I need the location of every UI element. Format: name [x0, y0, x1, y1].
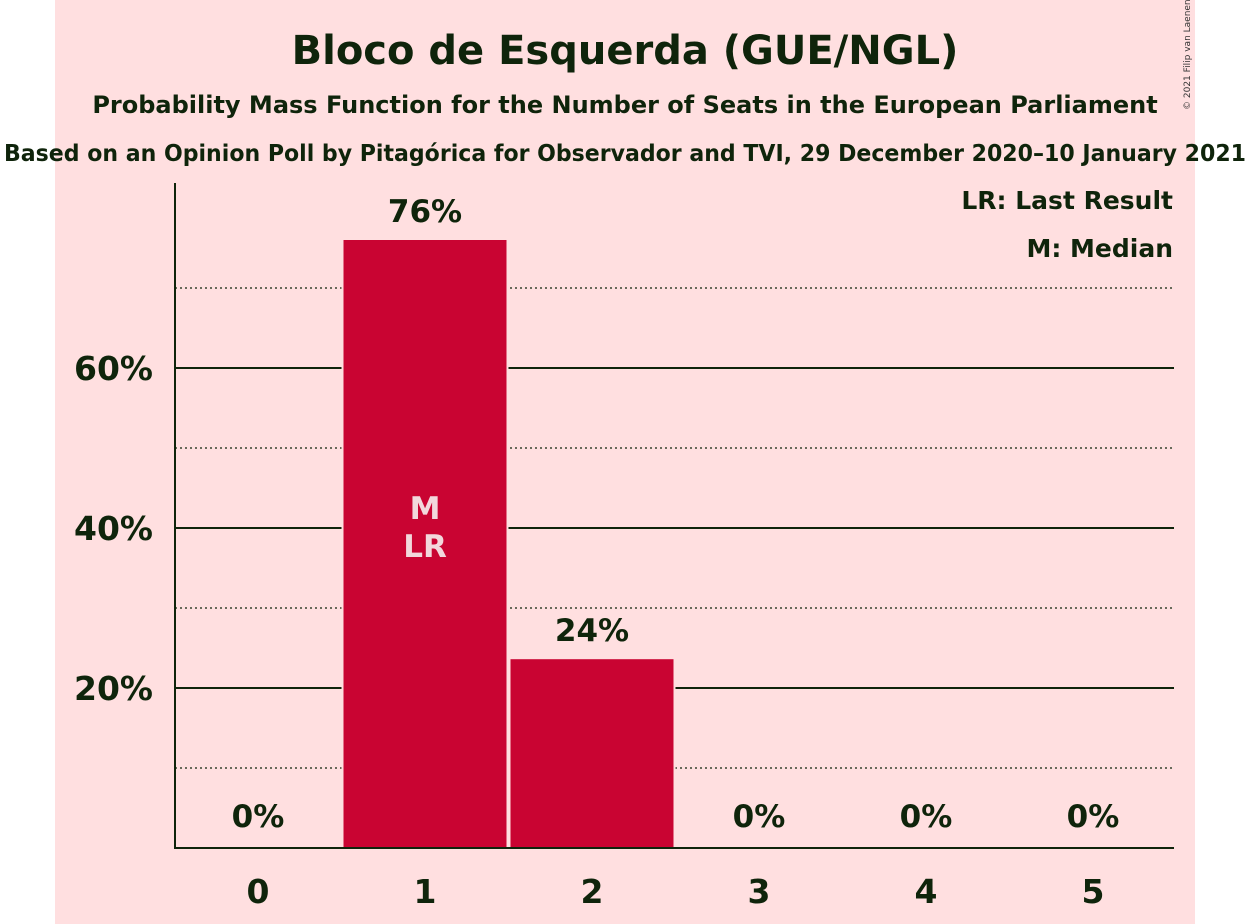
bar-seats-1: [343, 240, 507, 848]
y-tick-label: 60%: [74, 349, 153, 388]
bar-value-label: 76%: [388, 194, 462, 230]
x-tick-label: 4: [915, 872, 938, 911]
bar-layer: [341, 238, 676, 848]
label-layer: 0% 0 76% 1 24% 2 0% 3 0% 4 0% 5 MLR: [232, 194, 1120, 911]
x-tick-label: 2: [581, 872, 604, 911]
x-tick-label: 5: [1082, 872, 1105, 911]
x-tick-label: 3: [748, 872, 771, 911]
bar-value-label: 0%: [232, 799, 285, 835]
bar-value-label: 0%: [900, 799, 953, 835]
x-tick-label: 0: [247, 872, 270, 911]
chart-source: Based on an Opinion Poll by Pitagórica f…: [4, 141, 1246, 167]
bar-value-label: 0%: [1067, 799, 1120, 835]
y-tick-label: 20%: [74, 669, 153, 708]
chart-subtitle: Probability Mass Function for the Number…: [92, 91, 1157, 119]
copyright-text: © 2021 Filip van Laenen: [1183, 0, 1193, 110]
legend-median: M: Median: [1026, 234, 1173, 263]
bar-annotation: LR: [403, 529, 447, 565]
bar-annotation: M: [410, 491, 441, 527]
bar-value-label: 0%: [733, 799, 786, 835]
chart-title: Bloco de Esquerda (GUE/NGL): [292, 28, 959, 74]
x-tick-label: 1: [414, 872, 437, 911]
y-tick-label: 40%: [74, 509, 153, 548]
bar-seats-2: [510, 659, 674, 848]
legend-last-result: LR: Last Result: [961, 186, 1173, 215]
bar-value-label: 24%: [555, 613, 629, 649]
